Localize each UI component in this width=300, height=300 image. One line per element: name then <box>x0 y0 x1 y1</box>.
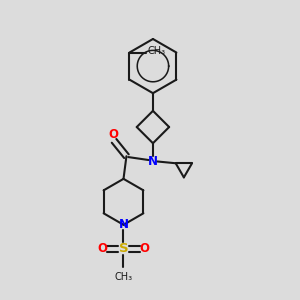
Text: O: O <box>140 242 149 255</box>
Text: S: S <box>119 242 128 255</box>
Text: CH₃: CH₃ <box>114 272 133 282</box>
Text: CH₃: CH₃ <box>148 46 166 56</box>
Text: N: N <box>148 155 158 168</box>
Text: N: N <box>118 218 128 231</box>
Text: O: O <box>109 128 118 142</box>
Text: O: O <box>98 242 108 255</box>
